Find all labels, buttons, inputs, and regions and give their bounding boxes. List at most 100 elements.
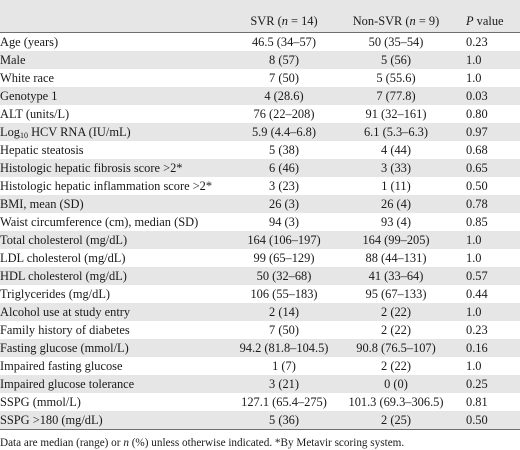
- cell-non-svr: 91 (32–161): [365, 107, 427, 121]
- cell-non-svr: 26 (4): [381, 197, 411, 211]
- table-row: HDL cholesterol (mg/dL) 50 (32–68) 41 (33–…: [0, 267, 520, 285]
- cell-non-svr: 6.1 (5.3–6.3): [363, 125, 428, 139]
- cell-svr: 94.2 (81.8–104.5): [239, 341, 329, 355]
- cell-variable: Hepatic steatosis: [0, 143, 84, 157]
- cell-svr: 7 (50): [269, 71, 299, 85]
- cell-svr: 6 (46): [269, 161, 299, 175]
- cell-non-svr: 88 (44–131): [365, 251, 427, 265]
- cell-non-svr: 90.8 (76.5–107): [356, 341, 436, 355]
- table-body: Age (years) 46.5 (34–57) 50 (35–54) 0.23 Mal…: [0, 32, 520, 430]
- cell-non-svr: 7 (77.8): [376, 89, 416, 103]
- cell-non-svr: 3 (33): [381, 161, 411, 175]
- cell-svr: 46.5 (34–57): [251, 35, 316, 49]
- header-padding-cell: [0, 0, 520, 8]
- table-row: Family history of diabetes 7 (50) 2 (22) 0.…: [0, 321, 520, 339]
- cell-svr: 164 (106–197): [247, 233, 321, 247]
- table-row: Fasting glucose (mmol/L) 94.2 (81.8–104.5…: [0, 339, 520, 357]
- footnote-part2: (%) unless otherwise indicated. *By Meta…: [128, 437, 405, 449]
- cell-p-value: 0.57: [466, 269, 488, 283]
- cell-p-value: 0.23: [466, 323, 488, 337]
- cell-svr: 26 (3): [269, 197, 299, 211]
- cell-variable: SSPG (mmol/L): [0, 395, 81, 409]
- rule-cell: [0, 429, 520, 430]
- table-row: Log10 HCV RNA (IU/mL) 5.9 (4.4–6.8) 6.1 (5…: [0, 123, 520, 141]
- cell-variable: LDL cholesterol (mg/dL): [0, 251, 126, 265]
- header-p-italic: P: [466, 14, 474, 28]
- table-row: Hepatic steatosis 5 (38) 4 (44) 0.68: [0, 141, 520, 159]
- cell-svr: 5.9 (4.4–6.8): [251, 125, 316, 139]
- table-row: White race 7 (50) 5 (55.6) 1.0: [0, 69, 520, 87]
- cell-variable: BMI, mean (SD): [0, 197, 84, 211]
- cell-p-value: 0.80: [466, 107, 488, 121]
- cell-p-value: 0.68: [466, 143, 488, 157]
- cell-p-value: 0.23: [466, 35, 488, 49]
- cell-svr: 1 (7): [272, 359, 296, 373]
- cell-variable: HDL cholesterol (mg/dL): [0, 269, 127, 283]
- cell-p-value: 0.50: [466, 413, 488, 427]
- cell-variable: SSPG >180 (mg/dL): [0, 413, 103, 427]
- cell-variable: Genotype 1: [0, 89, 58, 103]
- cell-svr: 3 (23): [269, 179, 299, 193]
- cell-svr: 2 (14): [269, 305, 299, 319]
- table-row: Impaired fasting glucose 1 (7) 2 (22) 1.0: [0, 357, 520, 375]
- footnote-part1: Data are median (range) or: [0, 437, 124, 449]
- header-p-suffix: value: [473, 14, 504, 28]
- cell-variable: White race: [0, 71, 54, 85]
- header-svr-suffix: = 14): [287, 14, 318, 28]
- cell-non-svr: 0 (0): [384, 377, 408, 391]
- cell-non-svr: 4 (44): [381, 143, 411, 157]
- table-bottom-rule: [0, 429, 520, 430]
- cell-variable: Waist circumference (cm), median (SD): [0, 215, 199, 229]
- cell-variable: Family history of diabetes: [0, 323, 130, 337]
- table-row: Genotype 1 4 (28.6) 7 (77.8) 0.03: [0, 87, 520, 105]
- header-top-padding: [0, 0, 520, 8]
- cell-non-svr: 2 (22): [381, 323, 411, 337]
- data-table: SVR (n = 14) Non-SVR (n = 9) P value Age…: [0, 0, 520, 430]
- header-svr-n: n: [281, 14, 288, 28]
- cell-variable: Histologic hepatic fibrosis score >2*: [0, 161, 183, 175]
- header-non-svr: Non-SVR (n = 9): [340, 8, 452, 33]
- cell-p-value: 0.44: [466, 287, 488, 301]
- table-row: Alcohol use at study entry 2 (14) 2 (22) 1.…: [0, 303, 520, 321]
- cell-non-svr: 50 (35–54): [368, 35, 424, 49]
- table-row: LDL cholesterol (mg/dL) 99 (65–129) 88 (44…: [0, 249, 520, 267]
- table-row: Impaired glucose tolerance 3 (21) 0 (0) 0.2…: [0, 375, 520, 393]
- variable-prefix: Log: [0, 125, 20, 139]
- cell-p-value: 1.0: [466, 53, 482, 67]
- cell-p-value: 1.0: [466, 71, 482, 85]
- cell-svr: 7 (50): [269, 323, 299, 337]
- cell-variable: Impaired glucose tolerance: [0, 377, 135, 391]
- cell-svr: 127.1 (65.4–275): [241, 395, 327, 409]
- cell-p-value: 1.0: [466, 359, 482, 373]
- cell-svr: 3 (21): [269, 377, 299, 391]
- table-footnote: Data are median (range) or n (%) unless …: [0, 436, 520, 450]
- cell-non-svr: 101.3 (69.3–306.5): [348, 395, 444, 409]
- cell-svr: 50 (32–68): [256, 269, 312, 283]
- cell-non-svr: 164 (99–205): [362, 233, 430, 247]
- cell-p-value: 0.03: [466, 89, 488, 103]
- cell-variable: Total cholesterol (mg/dL): [0, 233, 128, 247]
- header-p-value: P value: [452, 8, 520, 33]
- table-row: Total cholesterol (mg/dL) 164 (106–197) 16…: [0, 231, 520, 249]
- cell-svr: 4 (28.6): [264, 89, 304, 103]
- cell-non-svr: 2 (22): [381, 359, 411, 373]
- cell-svr: 76 (22–208): [253, 107, 315, 121]
- cell-p-value: 1.0: [466, 251, 482, 265]
- table-row: Histologic hepatic inflammation score >2…: [0, 177, 520, 195]
- cell-svr: 106 (55–183): [250, 287, 318, 301]
- header-non-suffix: = 9): [415, 14, 440, 28]
- cell-svr: 99 (65–129): [253, 251, 315, 265]
- table-row: Histologic hepatic fibrosis score >2* 6 (…: [0, 159, 520, 177]
- variable-subscript: 10: [19, 131, 28, 140]
- cell-non-svr: 2 (22): [381, 305, 411, 319]
- cell-variable: Histologic hepatic inflammation score >2…: [0, 179, 213, 193]
- header-svr-prefix: SVR (: [250, 14, 282, 28]
- cell-p-value: 0.65: [466, 161, 488, 175]
- cell-variable: Impaired fasting glucose: [0, 359, 123, 373]
- cell-p-value: 0.81: [466, 395, 488, 409]
- variable-suffix: HCV RNA (IU/mL): [27, 125, 131, 139]
- cell-svr: 5 (38): [269, 143, 299, 157]
- header-variable: [0, 8, 228, 33]
- cell-p-value: 0.50: [466, 179, 488, 193]
